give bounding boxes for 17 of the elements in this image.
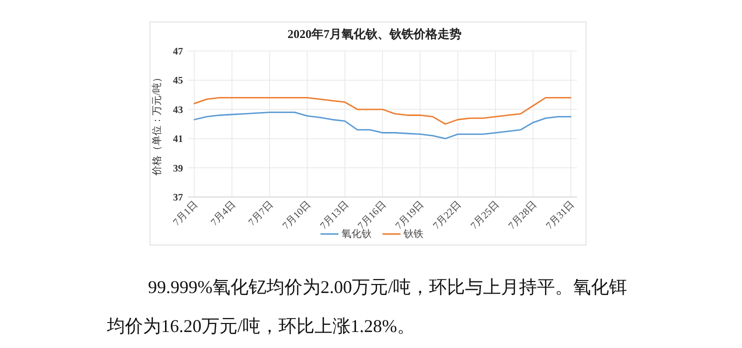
legend-label: 钬铁 <box>402 228 424 240</box>
x-tick-label: 7月10日 <box>280 199 314 232</box>
x-tick-label: 7月22日 <box>431 199 464 232</box>
y-tick-label: 41 <box>173 134 183 146</box>
x-tick-label: 7月25日 <box>469 199 502 232</box>
x-tick-label: 7月7日 <box>246 199 276 228</box>
y-axis-title: 价格（单位：万元/吨） <box>151 72 163 176</box>
y-tick-label: 43 <box>173 104 183 116</box>
chart-title: 2020年7月氧化钬、钬铁价格走势 <box>288 27 462 41</box>
x-tick-label: 7月4日 <box>209 199 238 228</box>
y-tick-label: 45 <box>173 76 183 87</box>
legend-label: 氧化钬 <box>342 228 372 240</box>
y-tick-label: 47 <box>173 46 183 58</box>
text: 99.999%氧化钇均价为2.00万元/吨，环比与上月持平。氧化铒均价为16.20万元/吨，环比上涨1.28%。 <box>107 276 628 338</box>
x-tick-label: 7月28日 <box>506 199 540 232</box>
x-tick-label: 7月31日 <box>544 199 577 232</box>
y-tick-label: 39 <box>173 163 183 174</box>
